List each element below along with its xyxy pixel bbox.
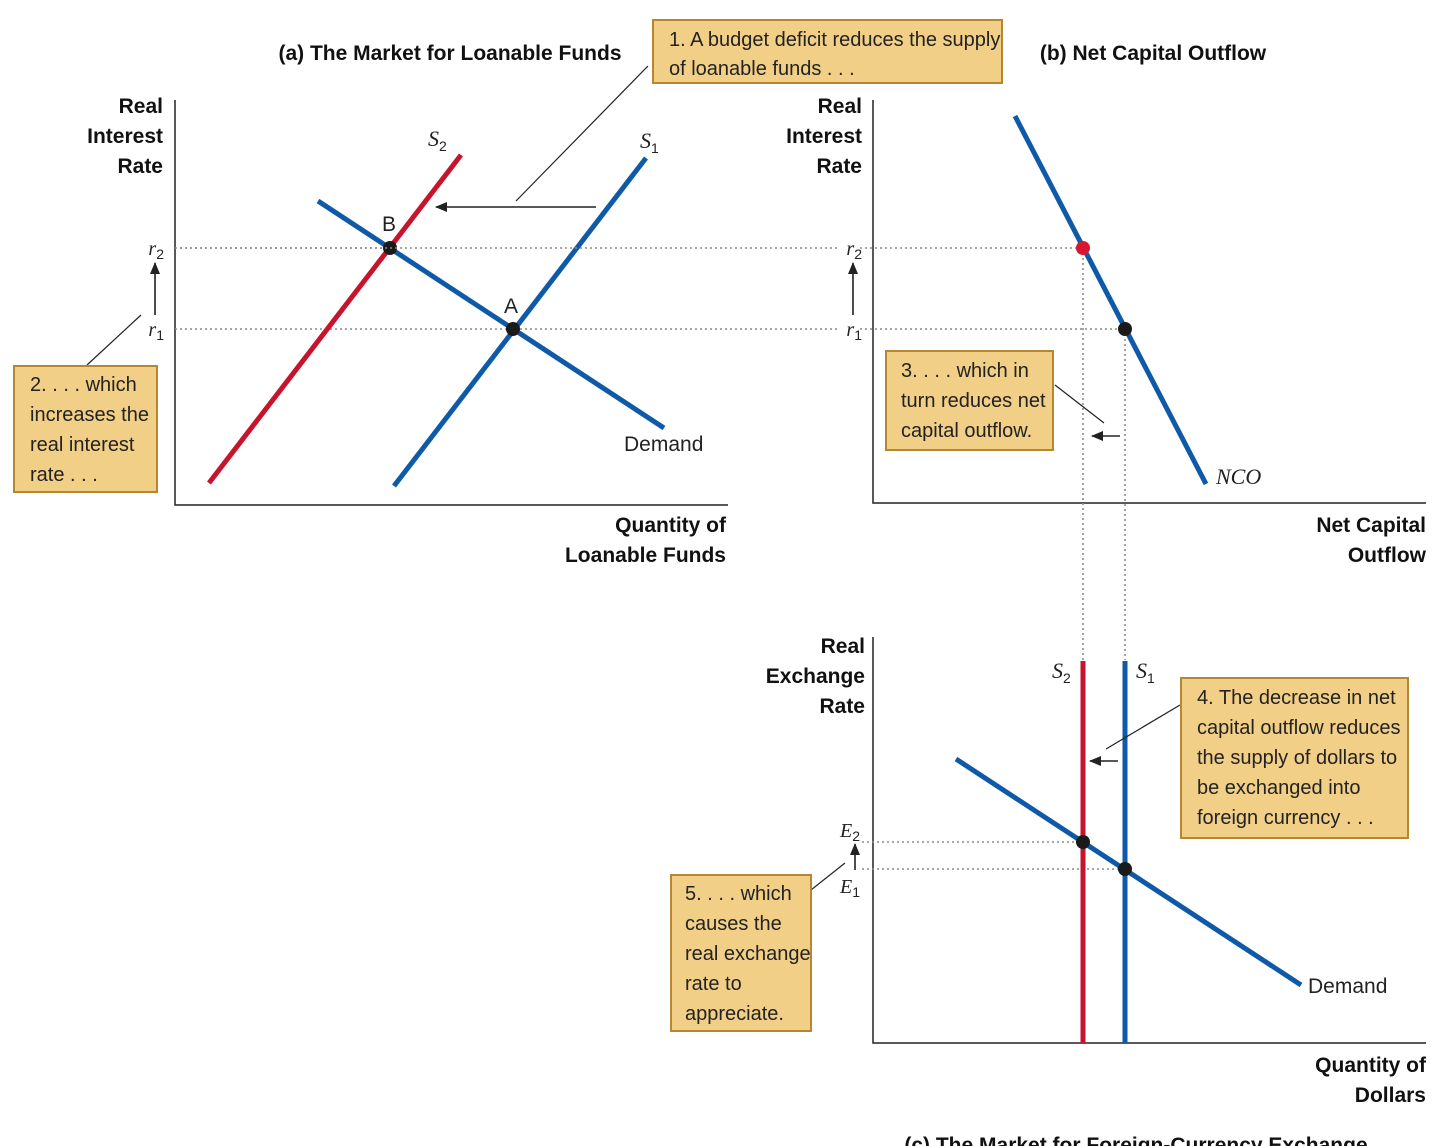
panel-b-point-old [1118, 322, 1132, 336]
callout-4-line-3: the supply of dollars to [1197, 747, 1397, 769]
panel-a-s1-label: S1 [640, 128, 659, 156]
callout-5-leader [810, 862, 846, 891]
panel-c-tick-e2: E2 [839, 820, 860, 844]
panel-a-axes [174, 100, 728, 506]
panel-b-nco-label: NCO [1215, 464, 1261, 489]
callout-3: 3. . . . which in turn reduces net capit… [885, 350, 1105, 451]
panel-b-nco-line [1012, 114, 1209, 486]
callout-5-box [670, 874, 812, 1032]
callout-2: 2. . . . which increases the real intere… [13, 314, 158, 493]
panel-c-tick-e1: E1 [839, 876, 860, 900]
callout-4-line-2: capital outflow reduces [1197, 717, 1400, 739]
callout-5-line-5: appreciate. [685, 1003, 784, 1025]
panel-c-axes [872, 637, 1426, 1044]
callout-4-leader [1105, 704, 1181, 750]
panel-a-ylabel-2: Interest [87, 125, 163, 148]
panel-c-s1-label: S1 [1136, 658, 1155, 686]
panel-b-xlabel-1: Net Capital [1316, 514, 1426, 537]
callout-5: 5. . . . which causes the real exchange … [670, 862, 846, 1032]
panel-a-demand-label: Demand [624, 433, 703, 456]
callout-3-box [885, 350, 1054, 451]
panel-c-xlabel-1: Quantity of [1315, 1054, 1427, 1077]
callout-1-box [652, 19, 1003, 84]
panel-b-ylabel-2: Interest [786, 125, 862, 148]
panel-b-xlabel-2: Outflow [1348, 544, 1427, 567]
callout-1-leader [515, 65, 649, 202]
callout-2-box [13, 365, 158, 493]
panel-a: (a) The Market for Loanable Funds Real I… [87, 42, 728, 567]
callout-2-line-3: real interest [30, 434, 135, 456]
callout-4-line-5: foreign currency . . . [1197, 807, 1374, 829]
callout-5-line-3: real exchange [685, 943, 811, 965]
panel-a-point-a-label: A [504, 295, 518, 318]
callout-2-line-2: increases the [30, 404, 149, 426]
callout-1-line-2: of loanable funds . . . [669, 58, 855, 80]
callout-5-line-4: rate to [685, 973, 742, 995]
panel-c-ylabel-1: Real [821, 635, 865, 658]
panel-a-tick-r1: r1 [148, 319, 164, 343]
callout-3-line-3: capital outflow. [901, 420, 1032, 442]
panel-a-xlabel-2: Loanable Funds [565, 544, 726, 567]
callout-1: 1. A budget deficit reduces the supply o… [515, 19, 1003, 202]
callout-2-line-1: 2. . . . which [30, 374, 137, 396]
callout-3-line-2: turn reduces net [901, 390, 1046, 412]
panel-c-point-old [1118, 862, 1132, 876]
callout-2-line-4: rate . . . [30, 464, 98, 486]
panel-a-xlabel-1: Quantity of [615, 514, 727, 537]
panel-c-ylabel-2: Exchange [766, 665, 865, 688]
callout-4-line-4: be exchanged into [1197, 777, 1360, 799]
callout-3-leader [1054, 384, 1105, 424]
panel-c-title: (c) The Market for Foreign-Currency Exch… [904, 1134, 1367, 1146]
panel-a-ylabel-3: Rate [117, 155, 163, 178]
callout-5-line-1: 5. . . . which [685, 883, 792, 905]
panel-a-s2-label: S2 [428, 126, 447, 154]
callout-3-line-1: 3. . . . which in [901, 360, 1029, 382]
panel-b-title: (b) Net Capital Outflow [1040, 42, 1267, 65]
callout-2-leader [86, 314, 142, 366]
panel-a-supply-s2-line [207, 153, 463, 485]
panel-b-ylabel-1: Real [818, 95, 862, 118]
callout-5-line-2: causes the [685, 913, 782, 935]
panel-b: (b) Net Capital Outflow Real Interest Ra… [180, 42, 1427, 660]
panel-a-tick-r2: r2 [148, 238, 164, 262]
callout-4-line-1: 4. The decrease in net [1197, 687, 1396, 709]
panel-c-point-new [1076, 835, 1090, 849]
panel-c-xlabel-2: Dollars [1355, 1084, 1426, 1107]
panel-a-demand-line [316, 198, 666, 431]
panel-a-point-b-label: B [382, 213, 396, 236]
panel-a-title: (a) The Market for Loanable Funds [278, 42, 621, 65]
callout-4: 4. The decrease in net capital outflow r… [1105, 677, 1409, 839]
panel-b-axes [872, 100, 1426, 504]
panel-b-tick-r1: r1 [846, 319, 862, 343]
panel-c-s2-label: S2 [1052, 658, 1071, 686]
callout-4-box [1180, 677, 1409, 839]
panel-c-demand-label: Demand [1308, 975, 1387, 998]
panel-a-point-a [506, 322, 520, 336]
panel-a-supply-s1-line [392, 156, 648, 488]
panel-c-ylabel-3: Rate [819, 695, 865, 718]
panel-c: (c) The Market for Foreign-Currency Exch… [766, 635, 1427, 1146]
panel-a-ylabel-1: Real [119, 95, 163, 118]
panel-b-point-new [1076, 241, 1090, 255]
panel-b-tick-r2: r2 [846, 238, 862, 262]
panel-b-ylabel-3: Rate [816, 155, 862, 178]
callout-1-line-1: 1. A budget deficit reduces the supply [669, 29, 1000, 51]
